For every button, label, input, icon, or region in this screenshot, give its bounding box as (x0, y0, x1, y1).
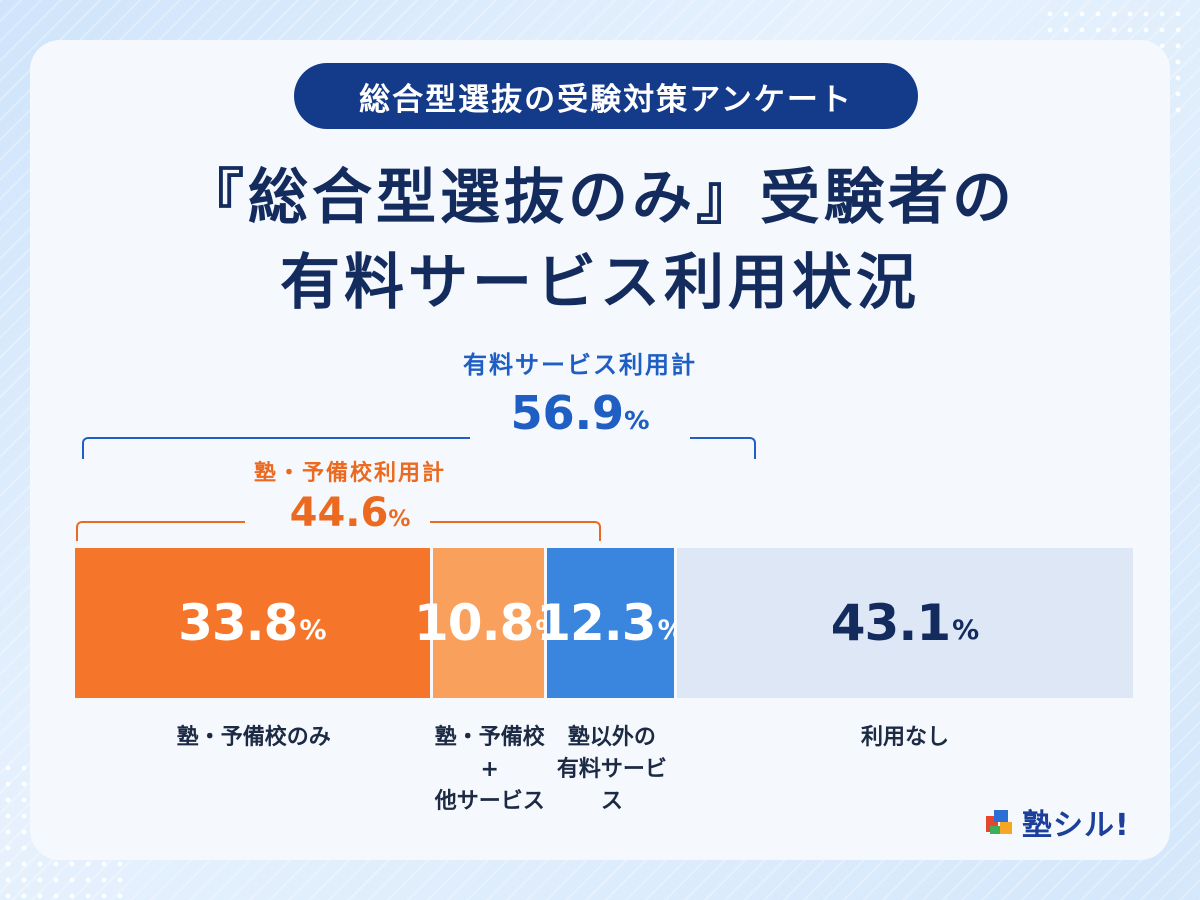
category-label: 利用なし (860, 725, 949, 750)
bar-segment: 33.8% (75, 548, 430, 698)
paid-service-bracket (82, 437, 756, 459)
paid-service-total-value-overlay: 56.9% (510, 386, 650, 440)
logo-text: 塾シル! (1022, 808, 1130, 843)
page-title-line2: 有料サービス利用状況 (280, 248, 920, 318)
bar-value-unit: % (299, 614, 327, 646)
bar-segment: 12.3% (536, 548, 685, 698)
survey-label: 総合型選抜の受験対策アンケート (359, 81, 853, 118)
cram-school-total-label: 塾・予備校利用計 (253, 461, 446, 486)
cram-school-total-value: 44.6% (289, 490, 411, 536)
page-title-line1: 『総合型選抜のみ』受験者の (184, 163, 1016, 233)
category-label: 塾以外の 有料サービス (556, 725, 667, 814)
bar-value-label: 33.8 (178, 594, 298, 652)
bar-value-unit: % (952, 614, 980, 646)
bracket-gap (470, 428, 690, 444)
jukushiru-logo: 塾シル! (986, 800, 1130, 844)
survey-label-pill: 総合型選抜の受験対策アンケート (294, 63, 918, 129)
category-label: 塾・予備校+ 他サービス (434, 725, 545, 814)
bar-value-label: 10.8 (414, 594, 534, 652)
bar-segment: 43.1% (677, 548, 1133, 698)
bar-value-label: 43.1 (830, 594, 951, 652)
bracket-gap (245, 512, 430, 528)
paid-service-total-label: 有料サービス利用計 (463, 351, 697, 379)
bar-value-label: 12.3 (536, 594, 656, 652)
category-label: 塾・予備校のみ (176, 725, 331, 750)
bar-segment: 10.8% (414, 548, 562, 698)
content-card (30, 40, 1170, 860)
logo-mark-icon (986, 808, 1018, 836)
